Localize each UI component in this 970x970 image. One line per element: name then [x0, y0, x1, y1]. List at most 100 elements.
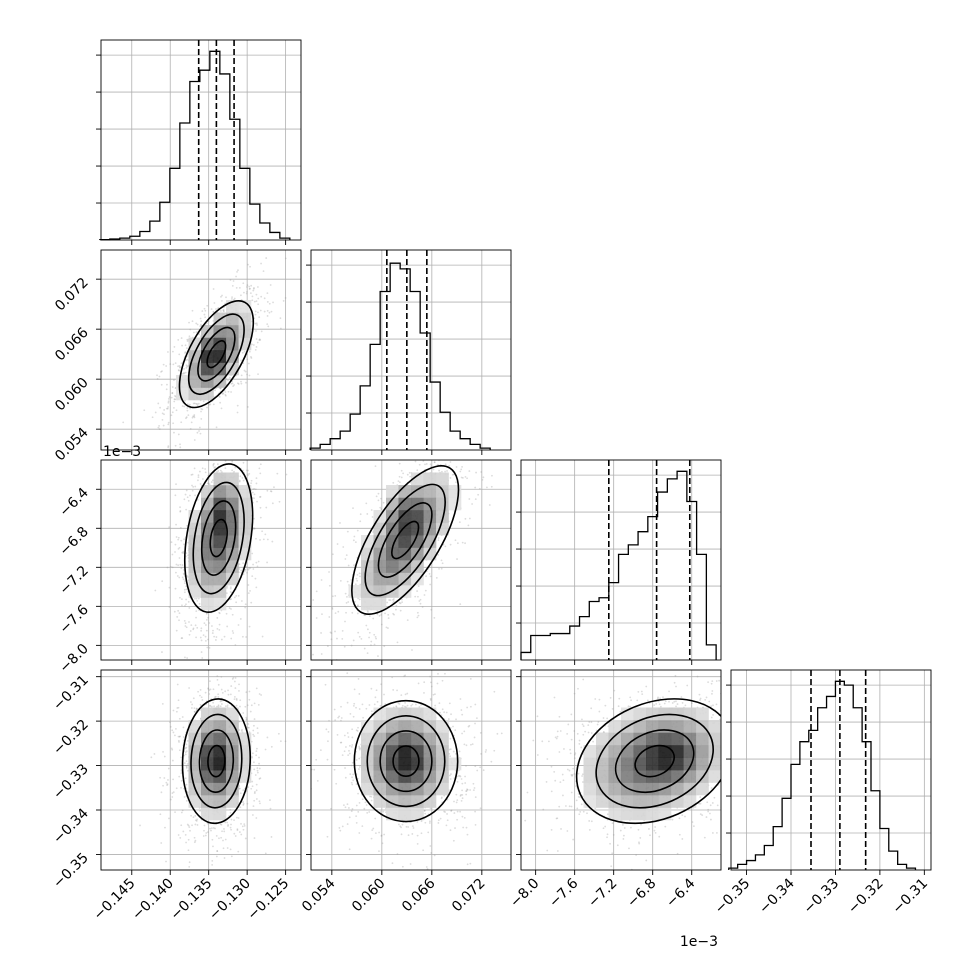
panel-content: [154, 460, 288, 660]
sample-point: [181, 551, 184, 554]
sample-point: [210, 705, 213, 708]
sample-point: [245, 716, 248, 719]
sample-point: [370, 644, 372, 647]
sample-point: [227, 689, 229, 692]
sample-point: [158, 428, 161, 430]
sample-point: [432, 693, 435, 696]
sample-point: [255, 537, 257, 540]
contour-level-2: [190, 713, 243, 809]
sample-point: [180, 772, 183, 775]
sample-point: [212, 310, 215, 313]
sample-point: [208, 622, 211, 624]
contour-level-1: [200, 500, 237, 576]
sample-point: [229, 279, 232, 281]
sample-point: [216, 628, 219, 630]
sample-point: [368, 631, 371, 634]
sample-point: [230, 823, 232, 826]
sample-point: [266, 561, 268, 564]
sample-point: [185, 760, 188, 763]
sample-point: [248, 731, 251, 733]
sample-point: [238, 479, 241, 482]
sample-point: [199, 483, 202, 485]
sample-point: [425, 575, 427, 578]
sample-point: [253, 517, 255, 520]
sample-point: [179, 837, 182, 839]
sample-point: [252, 733, 255, 736]
sample-point: [227, 390, 230, 393]
sample-point: [246, 358, 249, 361]
sample-point: [194, 839, 197, 842]
sample-point: [224, 391, 227, 393]
sample-point: [185, 799, 188, 802]
sample-point: [357, 604, 359, 607]
sample-point: [257, 311, 259, 314]
sample-point: [439, 711, 441, 714]
sample-point: [163, 777, 166, 779]
sample-point: [351, 761, 354, 764]
sample-point: [225, 592, 228, 595]
sample-point: [464, 517, 467, 520]
density-cell: [373, 597, 387, 611]
density-cell: [436, 485, 449, 498]
sample-point: [236, 271, 238, 273]
sample-point: [178, 735, 181, 738]
sample-point: [187, 849, 190, 852]
panel-frame: [100, 669, 302, 871]
sample-point: [186, 340, 189, 343]
sample-point: [419, 598, 422, 601]
density-cell: [423, 547, 437, 561]
sample-point: [251, 814, 254, 816]
sample-point: [339, 522, 341, 524]
density-cell: [373, 572, 387, 586]
sample-point: [366, 628, 369, 631]
sample-point: [197, 479, 199, 482]
density-cell: [226, 497, 239, 511]
sample-point: [251, 295, 254, 298]
sample-point: [175, 710, 178, 713]
sample-point: [245, 381, 247, 384]
sample-point: [193, 402, 196, 405]
sample-point: [177, 536, 180, 539]
sample-point: [184, 753, 187, 756]
sample-point: [271, 540, 274, 543]
sample-point: [355, 759, 358, 761]
sample-point: [193, 841, 196, 844]
sample-point: [430, 681, 432, 684]
sample-point: [233, 696, 236, 698]
sample-point: [255, 754, 258, 757]
sample-point: [396, 641, 399, 644]
sample-point: [467, 524, 470, 527]
sample-point: [182, 372, 185, 375]
sample-point: [229, 811, 232, 814]
sample-point: [161, 580, 164, 583]
sample-point: [231, 469, 234, 472]
sample-point: [264, 533, 267, 536]
sample-point: [168, 606, 171, 608]
sample-point: [204, 635, 207, 638]
sample-point: [176, 683, 179, 686]
sample-point: [245, 566, 247, 568]
sample-point: [236, 404, 239, 407]
sample-point: [200, 696, 203, 699]
sample-point: [359, 520, 362, 523]
sample-point: [175, 523, 177, 526]
sample-point: [189, 428, 192, 430]
sample-point: [240, 359, 243, 362]
sample-point: [358, 801, 361, 804]
sample-point: [441, 562, 444, 565]
sample-point: [201, 699, 204, 701]
sample-point: [371, 829, 374, 832]
sample-point: [377, 492, 380, 495]
density-cell: [448, 497, 462, 511]
sample-point: [377, 499, 380, 502]
sample-point: [194, 597, 196, 600]
sample-point: [239, 699, 242, 702]
sample-point: [463, 730, 466, 733]
sample-point: [190, 701, 192, 703]
sample-point: [221, 393, 224, 395]
density-cell: [188, 560, 202, 573]
contour-level-2: [192, 481, 245, 595]
sample-point: [259, 506, 262, 509]
sample-point: [205, 612, 208, 615]
sample-point: [226, 821, 229, 824]
